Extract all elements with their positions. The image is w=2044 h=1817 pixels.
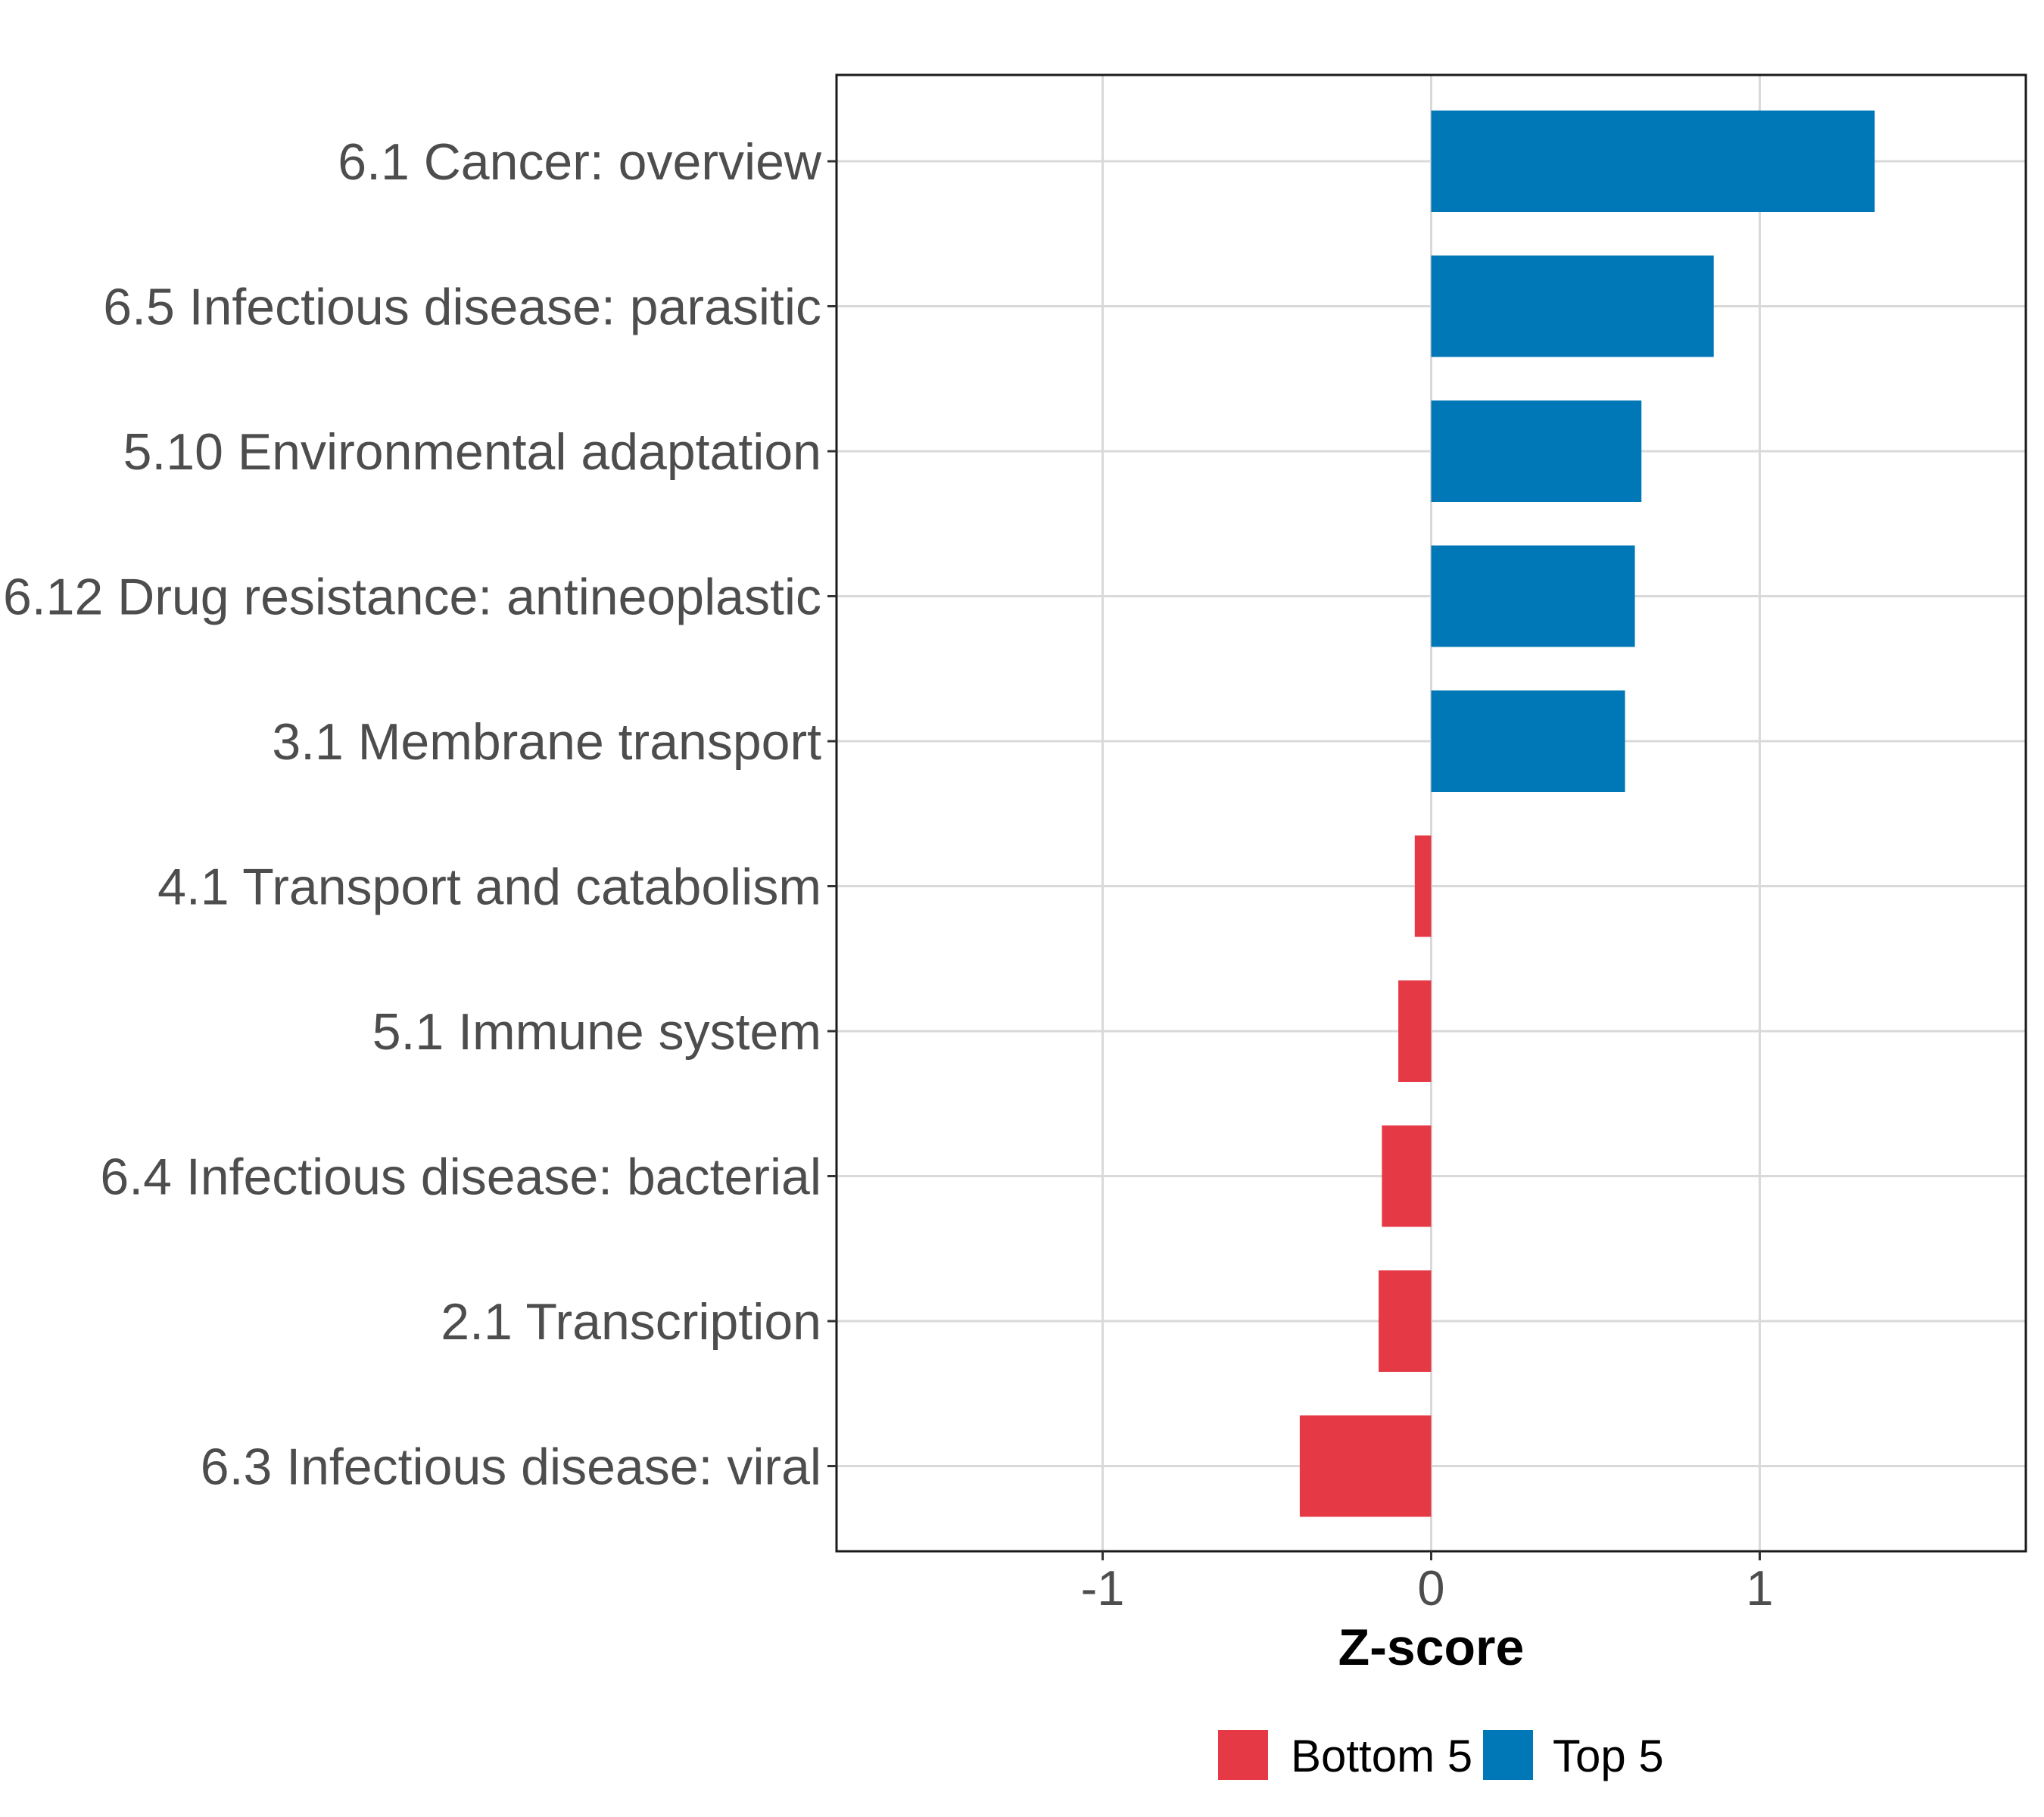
y-tick-label: 6.1 Cancer: overview — [338, 133, 822, 191]
y-tick-label: 6.4 Infectious disease: bacterial — [100, 1148, 821, 1206]
y-tick-label: 2.1 Transcription — [441, 1293, 821, 1351]
x-tick-label: -1 — [1081, 1560, 1125, 1616]
y-axis: 6.1 Cancer: overview 6.5 Infectious disea… — [3, 133, 837, 1496]
bars — [1299, 111, 1875, 1517]
y-tick-label: 6.5 Infectious disease: parasitic — [103, 279, 821, 336]
legend-label: Top 5 — [1553, 1731, 1664, 1781]
x-axis-title: Z-score — [1338, 1619, 1525, 1676]
bar-bottom — [1382, 1125, 1432, 1227]
bar-top — [1431, 255, 1714, 357]
y-tick-label: 6.3 Infectious disease: viral — [201, 1438, 821, 1496]
x-axis: -1 0 1 — [1081, 1551, 1774, 1616]
bar-top — [1431, 111, 1875, 212]
x-tick-label: 0 — [1417, 1560, 1444, 1616]
bar-top — [1431, 690, 1625, 792]
bar-top — [1431, 545, 1635, 647]
legend-label: Bottom 5 — [1291, 1731, 1472, 1781]
x-tick-label: 1 — [1746, 1560, 1773, 1616]
bar-bottom — [1398, 980, 1432, 1082]
legend-key-bottom-5 — [1218, 1730, 1268, 1780]
y-tick-label: 3.1 Membrane transport — [272, 713, 821, 771]
bar-bottom — [1414, 835, 1432, 937]
legend-key-top-5 — [1483, 1730, 1533, 1780]
bar-bottom — [1379, 1270, 1432, 1372]
y-tick-label: 4.1 Transport and catabolism — [157, 859, 821, 916]
y-tick-label: 6.12 Drug resistance: antineoplastic — [3, 569, 821, 626]
legend: Bottom 5 Top 5 — [1218, 1730, 1664, 1781]
y-tick-label: 5.10 Environmental adaptation — [123, 423, 821, 481]
bar-bottom — [1299, 1415, 1432, 1517]
bar-top — [1431, 400, 1642, 502]
y-tick-label: 5.1 Immune system — [372, 1003, 821, 1061]
